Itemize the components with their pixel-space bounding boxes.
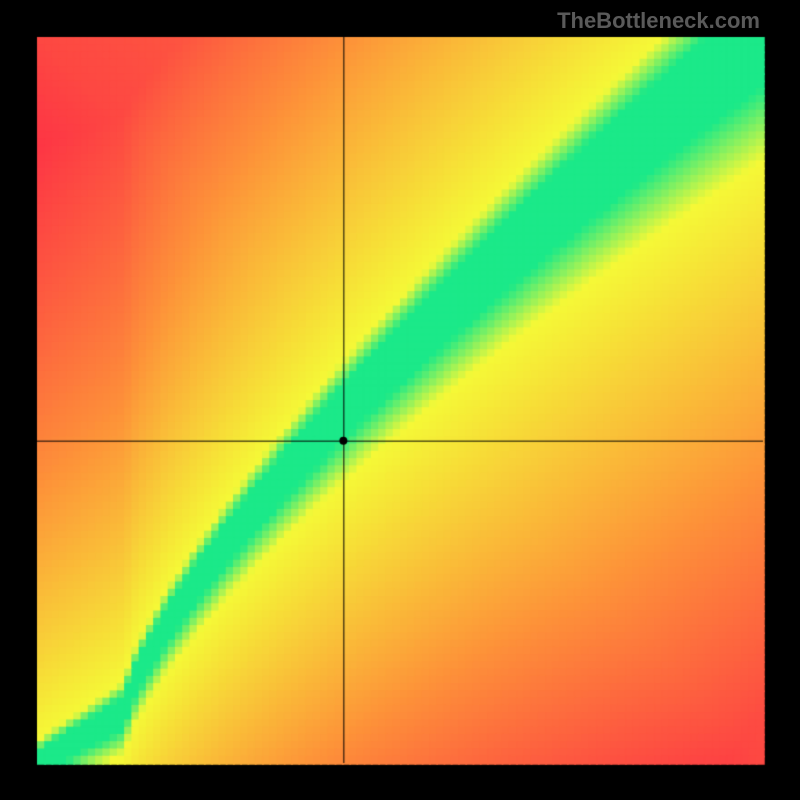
heatmap-canvas bbox=[0, 0, 800, 800]
watermark-text: TheBottleneck.com bbox=[557, 8, 760, 34]
chart-container: TheBottleneck.com bbox=[0, 0, 800, 800]
